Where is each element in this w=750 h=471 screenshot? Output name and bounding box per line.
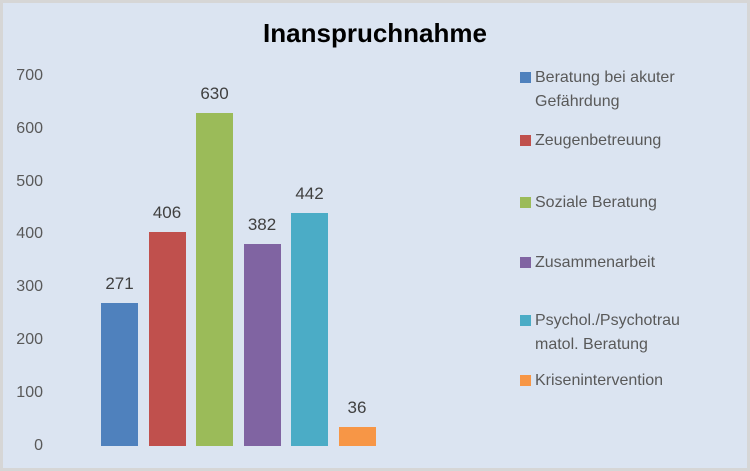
bar-value-label: 442 <box>295 183 324 203</box>
legend-swatch-icon <box>520 72 531 83</box>
bar <box>196 112 233 446</box>
legend-label: Beratung bei akuter Gefährdung <box>535 69 675 110</box>
legend-label: Krisenintervention <box>535 372 664 389</box>
y-axis-tick-label: 400 <box>16 225 43 243</box>
legend-item: Beratung bei akuter Gefährdung <box>520 66 675 114</box>
legend-swatch-icon <box>520 375 531 386</box>
bar <box>243 243 281 446</box>
bar-value-label: 406 <box>152 202 182 222</box>
y-axis-tick-label: 300 <box>16 278 43 296</box>
legend-label: Psychol./Psychotrau matol. Beratung <box>535 312 680 353</box>
bar <box>338 426 376 446</box>
chart-title: Inanspruchnahme <box>263 18 487 48</box>
legend-swatch-icon <box>520 257 531 268</box>
bar <box>101 302 138 446</box>
bar-value-label: 36 <box>347 397 367 417</box>
legend-swatch-icon <box>520 315 531 326</box>
legend-item: Soziale Beratung <box>520 191 657 215</box>
y-axis-tick-label: 0 <box>34 436 43 454</box>
bar <box>148 231 186 446</box>
legend-swatch-icon <box>520 135 531 146</box>
legend-item: Zeugenbetreuung <box>520 129 661 153</box>
legend-item: Zusammenarbeit <box>520 251 655 275</box>
bar <box>291 212 328 446</box>
bar-value-label: 630 <box>200 83 229 103</box>
legend-item: Psychol./Psychotrau matol. Beratung <box>520 309 680 357</box>
bar-value-label: 382 <box>247 214 277 234</box>
legend-label: Zusammenarbeit <box>535 254 656 271</box>
y-axis-tick-label: 600 <box>16 119 43 137</box>
y-axis-tick-label: 100 <box>16 383 43 401</box>
legend-label: Zeugenbetreuung <box>535 132 662 149</box>
legend-label: Soziale Beratung <box>535 194 657 211</box>
y-axis-tick-label: 500 <box>16 172 43 190</box>
bar-value-label: 271 <box>105 273 134 293</box>
y-axis-tick-label: 200 <box>16 330 43 348</box>
y-axis-tick-label: 700 <box>16 67 43 84</box>
legend-swatch-icon <box>520 197 531 208</box>
legend-item: Krisenintervention <box>520 369 663 393</box>
